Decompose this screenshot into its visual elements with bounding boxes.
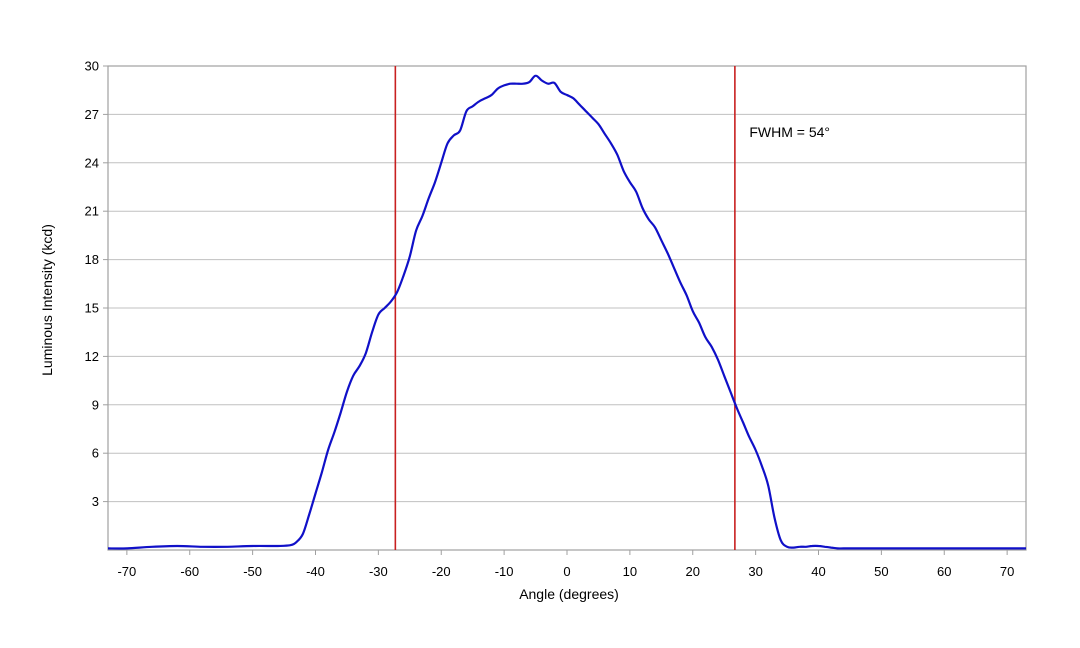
y-tick-label: 12	[85, 349, 99, 364]
x-tick-label: -10	[495, 564, 514, 579]
grid-lines	[108, 113, 1026, 503]
luminous-intensity-series-line	[107, 74, 1026, 550]
x-tick-label: 10	[623, 564, 637, 579]
y-tick-label: 15	[85, 301, 99, 316]
y-tick-label: 30	[85, 59, 99, 74]
y-tick-label: 6	[92, 446, 99, 461]
x-tick-label: -70	[117, 564, 136, 579]
x-tick-label: -20	[432, 564, 451, 579]
x-tick-label: 40	[811, 564, 825, 579]
x-tick-label: -40	[306, 564, 325, 579]
annotations: FWHM = 54°	[749, 124, 830, 140]
x-tick-label: 0	[563, 564, 570, 579]
x-tick-label: -60	[180, 564, 199, 579]
y-axis-title: Luminous Intensity (kcd)	[39, 224, 55, 376]
y-tick-label: 24	[85, 155, 99, 170]
y-tick-label: 9	[92, 397, 99, 412]
fwhm-reference-lines	[394, 66, 736, 550]
y-tick-label: 21	[85, 204, 99, 219]
y-tick-label: 18	[85, 252, 99, 267]
x-tick-label: 20	[686, 564, 700, 579]
fwhm-annotation: FWHM = 54°	[749, 124, 830, 140]
x-tick-label: -30	[369, 564, 388, 579]
x-tick-label: 60	[937, 564, 951, 579]
x-axis-ticks: -70 -60 -50 -40 -30 -20 -10 0 10 20 30 40 50 60 70	[117, 550, 1014, 579]
x-tick-label: -50	[243, 564, 262, 579]
y-tick-label: 3	[92, 494, 99, 509]
y-axis-ticks: 3 6 9 12 15 18 21 24 27 30	[85, 59, 108, 509]
y-tick-label: 27	[85, 107, 99, 122]
x-tick-label: 50	[874, 564, 888, 579]
x-tick-label: 70	[1000, 564, 1014, 579]
x-tick-label: 30	[748, 564, 762, 579]
x-axis-title: Angle (degrees)	[519, 586, 619, 602]
